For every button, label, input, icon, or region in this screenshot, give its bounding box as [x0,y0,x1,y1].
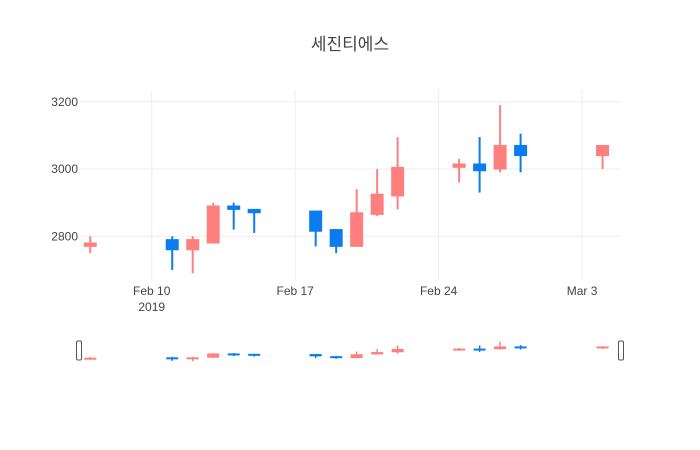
candle-body [473,163,487,172]
x-tick-label: Feb 10 [133,284,171,298]
candle[interactable] [165,236,179,270]
candle-body [493,144,507,170]
candle-body [83,242,97,247]
candle-body [186,239,200,251]
candle-body [370,193,384,215]
candle[interactable] [452,158,466,183]
y-tick-label: 3200 [51,95,78,109]
slider-candle-body [186,357,199,360]
y-axis: 2800 3000 3200 [51,95,78,244]
candle[interactable] [514,133,528,173]
slider-candle [494,341,507,350]
slider-candle [309,354,322,359]
candle[interactable] [370,169,384,217]
slider-candle-body [166,357,179,360]
x-tick-sublabel: 2019 [138,300,165,314]
candle-body [452,163,466,168]
candle-body [206,205,220,244]
slider-candle [186,356,199,362]
slider-candle [350,351,363,359]
candle-body [329,229,343,247]
slider-candle [473,345,486,352]
slider-candle-body [309,354,322,357]
slider-candle [330,356,343,359]
slider-candle-body [330,356,343,359]
range-slider[interactable] [76,340,624,362]
slider-candle-body [227,353,240,356]
candle-body [391,166,405,197]
slider-candle-body [248,353,261,356]
slider-candle [248,353,261,357]
candle[interactable] [596,144,610,170]
slider-candle-body [514,346,527,349]
candle-body [247,208,261,214]
candle[interactable] [473,137,487,193]
candle[interactable] [227,202,241,230]
candle[interactable] [493,105,507,173]
slider-candle [227,353,240,357]
slider-candle [453,347,466,351]
slider-candle-body [494,346,507,350]
x-tick-label: Feb 24 [420,284,458,298]
candle-body [165,239,179,251]
slider-candle-body [207,353,220,358]
candle[interactable] [309,210,323,247]
slider-candle [596,346,609,350]
candle-body [514,144,528,157]
slider-candle-body [84,357,97,360]
slider-candle [391,345,404,354]
candle[interactable] [350,189,364,247]
chart-title: 세진티에스 [311,35,389,55]
slider-candle-body [391,348,404,353]
slider-candle-body [350,354,363,359]
slider-candle [514,345,527,350]
candle[interactable] [186,236,200,274]
slider-candle-body [371,352,384,355]
candles[interactable] [83,105,610,274]
y-tick-label: 3000 [51,162,78,176]
grid-layer [80,90,620,280]
candle[interactable] [247,208,261,233]
x-tick-label: Feb 17 [277,284,315,298]
candle[interactable] [329,229,343,254]
candle-body [350,212,364,247]
slider-candle [84,356,97,360]
range-slider-left-handle[interactable] [76,340,82,361]
slider-candle [371,349,384,355]
slider-candle-body [596,346,609,349]
candle[interactable] [206,202,220,244]
range-slider-right-handle[interactable] [618,340,624,361]
candle-body [227,205,241,210]
slider-candle-body [473,348,486,351]
candle-body [596,144,610,157]
x-axis: Feb 10 2019 Feb 17 Feb 24 Mar 3 [133,284,598,314]
y-tick-label: 2800 [51,229,78,243]
slider-candle [207,353,220,358]
slider-candle [166,356,179,361]
x-tick-label: Mar 3 [567,284,598,298]
slider-candle-body [453,348,466,351]
candle-body [309,210,323,232]
candle[interactable] [391,137,405,210]
candle[interactable] [83,236,97,254]
